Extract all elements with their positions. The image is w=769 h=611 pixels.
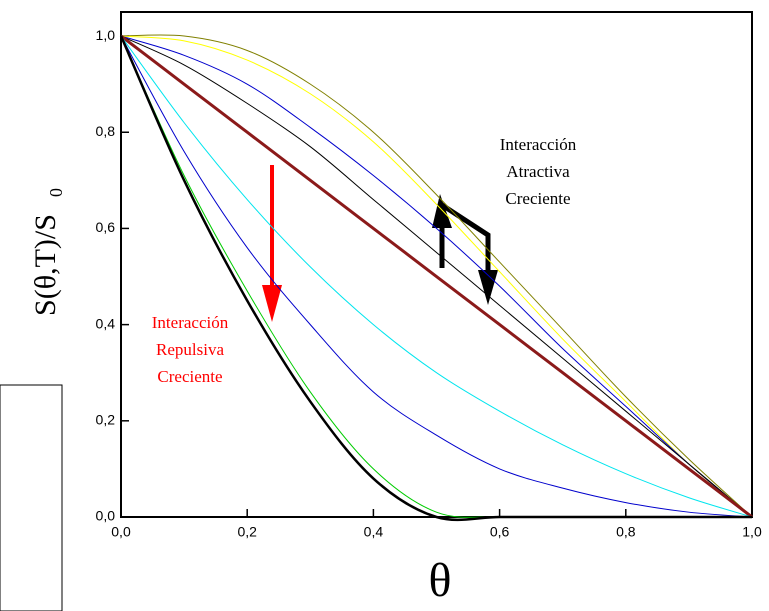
y-tick-label: 0,2 xyxy=(96,412,116,428)
y-axis-label: S(θ,T)/S xyxy=(29,214,62,316)
x-axis-label: θ xyxy=(429,554,452,607)
plot-frame xyxy=(120,11,753,518)
annotation: Atractiva xyxy=(506,162,570,181)
x-tick-label: 0,0 xyxy=(111,524,131,540)
arrow-head xyxy=(432,194,452,228)
y-tick-label: 1,0 xyxy=(96,27,116,43)
y-tick-label: 0,4 xyxy=(96,315,116,331)
x-tick-label: 1,0 xyxy=(742,524,762,540)
arrow-shaft xyxy=(439,200,491,278)
x-tick-label: 0,4 xyxy=(364,524,384,540)
series-line xyxy=(120,34,753,518)
side-panel xyxy=(0,384,63,611)
series-line xyxy=(120,35,753,518)
y-axis-label-group: S(θ,T)/S 0 xyxy=(29,188,66,316)
series-line xyxy=(120,35,753,518)
series-line xyxy=(120,35,753,518)
arrows xyxy=(262,165,498,322)
series-line xyxy=(120,34,753,519)
annotation: Creciente xyxy=(505,189,570,208)
y-tick-label: 0,8 xyxy=(96,123,116,139)
annotation: Interacción xyxy=(500,135,577,154)
y-tick-label: 0,6 xyxy=(96,219,116,235)
series-line xyxy=(120,35,753,518)
annotation: Creciente xyxy=(157,367,222,386)
arrow-head xyxy=(262,285,282,322)
y-axis-label-sub: 0 xyxy=(46,188,66,197)
annotation: Repulsiva xyxy=(156,340,224,359)
x-tick-label: 0,8 xyxy=(616,524,636,540)
annotation: Interacción xyxy=(152,313,229,332)
y-tick-label: 0,0 xyxy=(96,508,116,524)
x-tick-label: 0,6 xyxy=(490,524,510,540)
series-line xyxy=(120,35,753,518)
series-line xyxy=(119,35,752,522)
arrow-head xyxy=(478,270,498,305)
x-tick-label: 0,2 xyxy=(237,524,257,540)
